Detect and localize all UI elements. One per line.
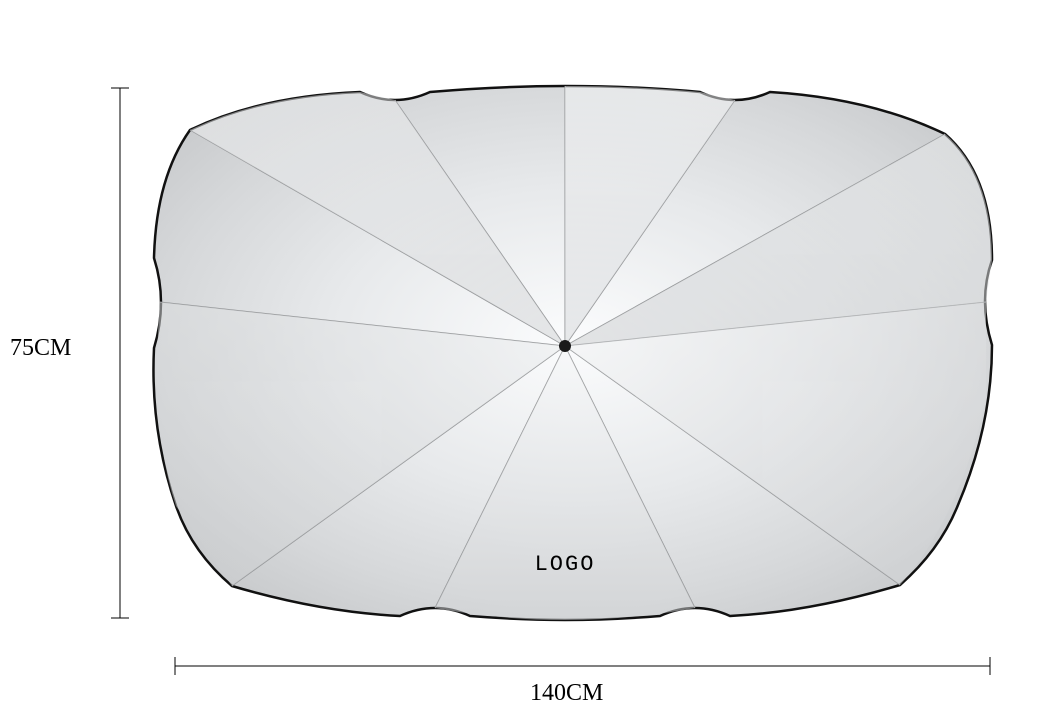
center-hub	[559, 340, 571, 352]
logo-text: LOGO	[535, 552, 596, 577]
width-dimension	[175, 657, 990, 675]
width-label: 140CM	[530, 680, 603, 707]
height-label: 75CM	[10, 335, 71, 362]
sunshade-svg: LOGO	[0, 0, 1055, 716]
height-dimension	[111, 88, 129, 618]
diagram-container: LOGO 75CM 140CM	[0, 0, 1055, 716]
